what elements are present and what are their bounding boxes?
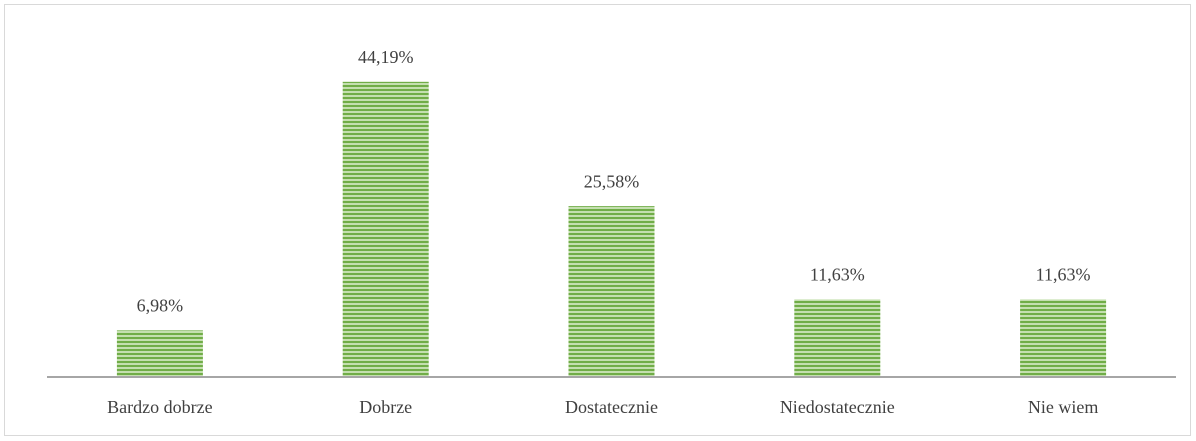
bar [342,81,429,378]
x-tick-label: Nie wiem [1028,397,1098,417]
data-label: 25,58% [584,171,640,191]
x-tick-label: Niedostatecznie [780,397,895,417]
data-label: 11,63% [1036,264,1091,284]
bar [1020,299,1107,377]
data-label: 44,19% [358,47,414,67]
x-tick-label: Dostatecznie [565,397,658,417]
bar [568,206,655,377]
x-tick-label: Bardzo dobrze [107,397,212,417]
data-label: 11,63% [810,264,865,284]
bar [794,299,881,377]
x-tick-label: Dobrze [359,397,412,417]
bar [116,330,203,377]
data-label: 6,98% [137,295,184,315]
plot: 6,98% Bardzo dobrze 44,19% Dobrze 25,58% Dost… [47,47,1176,417]
